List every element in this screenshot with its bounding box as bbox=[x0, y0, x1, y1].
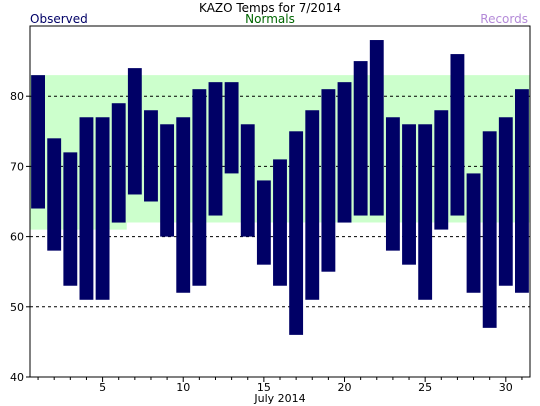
y-tick-label-50: 50 bbox=[10, 301, 24, 314]
observed-bars bbox=[31, 40, 529, 335]
legend-records: Records bbox=[480, 12, 528, 26]
x-tick-label-15: 15 bbox=[257, 381, 271, 394]
bar-day-30 bbox=[498, 117, 513, 286]
bar-day-23 bbox=[385, 117, 400, 251]
legend-normals: Normals bbox=[245, 12, 295, 26]
bar-day-8 bbox=[144, 110, 158, 202]
bar-day-6 bbox=[111, 103, 126, 223]
bar-day-19 bbox=[321, 89, 336, 272]
bar-day-1 bbox=[31, 75, 45, 209]
chart-title: KAZO Temps for 7/2014 bbox=[199, 1, 341, 15]
legend-observed: Observed bbox=[30, 12, 88, 26]
bar-day-2 bbox=[47, 138, 62, 251]
axes: 5 10 15 20 25 30 40 50 60 70 80 bbox=[10, 90, 523, 394]
bar-day-31 bbox=[515, 89, 529, 293]
bar-day-25 bbox=[418, 124, 433, 300]
bar-day-3 bbox=[63, 152, 78, 286]
bar-day-18 bbox=[305, 110, 320, 300]
bar-day-11 bbox=[192, 89, 207, 286]
bar-day-9 bbox=[160, 124, 175, 237]
y-tick-label-70: 70 bbox=[10, 160, 24, 173]
bar-day-12 bbox=[208, 82, 223, 216]
bar-day-14 bbox=[240, 124, 255, 237]
y-tick-label-80: 80 bbox=[10, 90, 24, 103]
x-tick-label-10: 10 bbox=[176, 381, 190, 394]
bar-day-5 bbox=[95, 117, 110, 300]
bar-day-29 bbox=[482, 131, 497, 328]
x-tick-label-25: 25 bbox=[418, 381, 432, 394]
x-tick-label-20: 20 bbox=[338, 381, 352, 394]
x-tick-label-5: 5 bbox=[99, 381, 106, 394]
bar-day-15 bbox=[256, 180, 271, 265]
bar-day-16 bbox=[273, 159, 287, 286]
bar-day-28 bbox=[466, 173, 481, 293]
bar-day-22 bbox=[369, 40, 384, 216]
y-tick-label-40: 40 bbox=[10, 371, 24, 384]
bar-day-20 bbox=[337, 82, 352, 223]
bar-day-21 bbox=[353, 61, 368, 216]
x-tick-label-30: 30 bbox=[499, 381, 513, 394]
x-axis-label: July 2014 bbox=[253, 392, 305, 405]
bar-day-17 bbox=[289, 131, 304, 335]
bar-day-4 bbox=[79, 117, 94, 300]
bar-day-24 bbox=[402, 124, 416, 265]
bar-day-26 bbox=[434, 110, 449, 230]
bar-day-27 bbox=[450, 54, 465, 216]
y-tick-label-60: 60 bbox=[10, 231, 24, 244]
bar-day-13 bbox=[224, 82, 239, 174]
bar-day-7 bbox=[127, 68, 142, 195]
bar-day-10 bbox=[176, 117, 191, 293]
